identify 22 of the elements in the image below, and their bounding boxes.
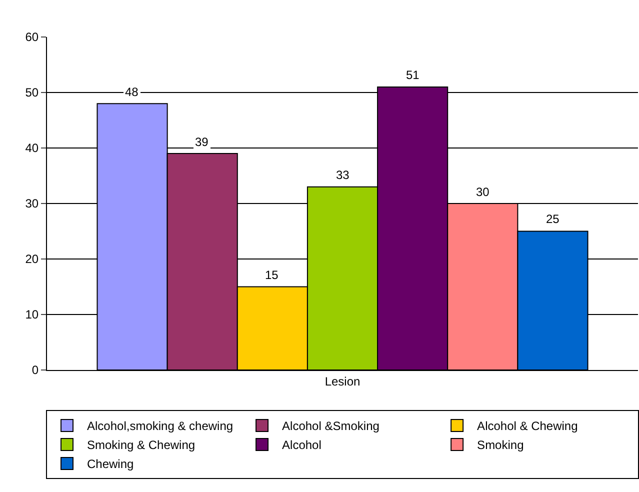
legend-label: Chewing — [87, 457, 134, 472]
legend-label: Smoking & Chewing — [87, 438, 196, 452]
legend-label: Alcohol & Chewing — [477, 419, 578, 434]
y-tick-label: 30 — [25, 196, 39, 211]
data-label: 51 — [406, 68, 420, 82]
legend-label: Smoking — [477, 438, 524, 452]
data-label: 33 — [336, 168, 350, 182]
data-label: 39 — [195, 135, 209, 149]
y-tick-label: 40 — [25, 141, 39, 156]
y-tick-label: 0 — [32, 363, 39, 378]
data-label: 48 — [125, 85, 139, 99]
data-label: 25 — [546, 212, 560, 226]
data-label: 30 — [476, 185, 490, 199]
data-label: 15 — [265, 268, 279, 282]
legend-label: Alcohol — [282, 438, 322, 452]
legend-label: Alcohol,smoking & chewing — [87, 419, 234, 434]
y-tick-label: 60 — [25, 30, 39, 44]
x-tick-label: Lesion — [324, 374, 360, 388]
y-tick-label: 10 — [25, 308, 39, 322]
y-tick-label: 20 — [25, 252, 39, 266]
y-tick-label: 50 — [25, 86, 39, 100]
legend-label: Alcohol &Smoking — [282, 419, 380, 434]
